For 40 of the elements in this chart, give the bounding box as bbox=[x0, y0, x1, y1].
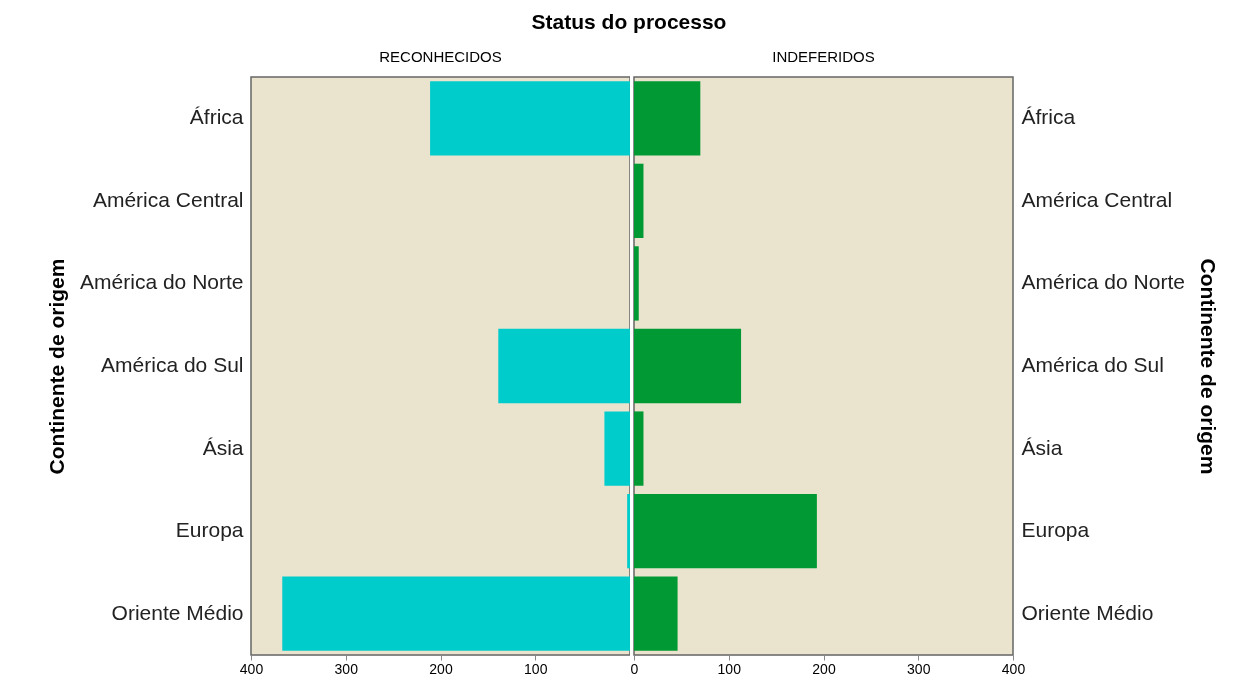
y-tick-label: América Central bbox=[92, 187, 244, 211]
y-tick-label: América do Norte bbox=[80, 270, 244, 294]
y-tick-label: Oriente Médio bbox=[111, 600, 244, 624]
x-tick-label: 0 bbox=[630, 660, 639, 677]
y-axis-title: Continente de origem bbox=[1196, 258, 1220, 475]
y-tick-label: Europa bbox=[175, 518, 244, 542]
y-tick-label: América do Norte bbox=[1021, 270, 1185, 294]
x-tick-label: 300 bbox=[907, 660, 931, 677]
bar bbox=[430, 81, 630, 156]
y-tick-label: América do Sul bbox=[1021, 353, 1164, 376]
chart-subtitle: RECONHECIDOS bbox=[379, 48, 502, 65]
y-tick-label: África bbox=[189, 105, 244, 129]
x-tick-label: 100 bbox=[717, 660, 742, 677]
bar bbox=[634, 493, 817, 569]
bar bbox=[634, 328, 742, 404]
x-tick-label: 400 bbox=[239, 660, 264, 677]
y-tick-label: Europa bbox=[1021, 518, 1090, 542]
y-tick-label: América do Sul bbox=[101, 353, 244, 376]
y-tick-label: Ásia bbox=[1021, 435, 1063, 459]
x-tick-label: 100 bbox=[524, 660, 548, 677]
bar bbox=[604, 411, 630, 486]
x-tick-label: 200 bbox=[429, 660, 453, 677]
bar bbox=[634, 163, 644, 239]
bar bbox=[634, 576, 678, 651]
y-axis-title: Continente de origem bbox=[45, 258, 69, 475]
bar bbox=[282, 576, 630, 651]
bar bbox=[634, 411, 644, 486]
y-tick-label: Oriente Médio bbox=[1021, 600, 1154, 624]
bar bbox=[627, 493, 630, 569]
x-tick-label: 400 bbox=[1001, 660, 1026, 677]
bar bbox=[634, 246, 639, 321]
y-tick-label: América Central bbox=[1021, 187, 1173, 211]
bar bbox=[498, 328, 630, 404]
y-tick-label: Ásia bbox=[202, 435, 244, 459]
chart-title: Status do processo bbox=[530, 10, 728, 34]
x-tick-label: 300 bbox=[334, 660, 359, 677]
y-tick-label: África bbox=[1021, 105, 1076, 129]
bar bbox=[634, 81, 701, 156]
chart-subtitle: INDEFERIDOS bbox=[772, 48, 875, 65]
x-tick-label: 200 bbox=[812, 660, 836, 677]
